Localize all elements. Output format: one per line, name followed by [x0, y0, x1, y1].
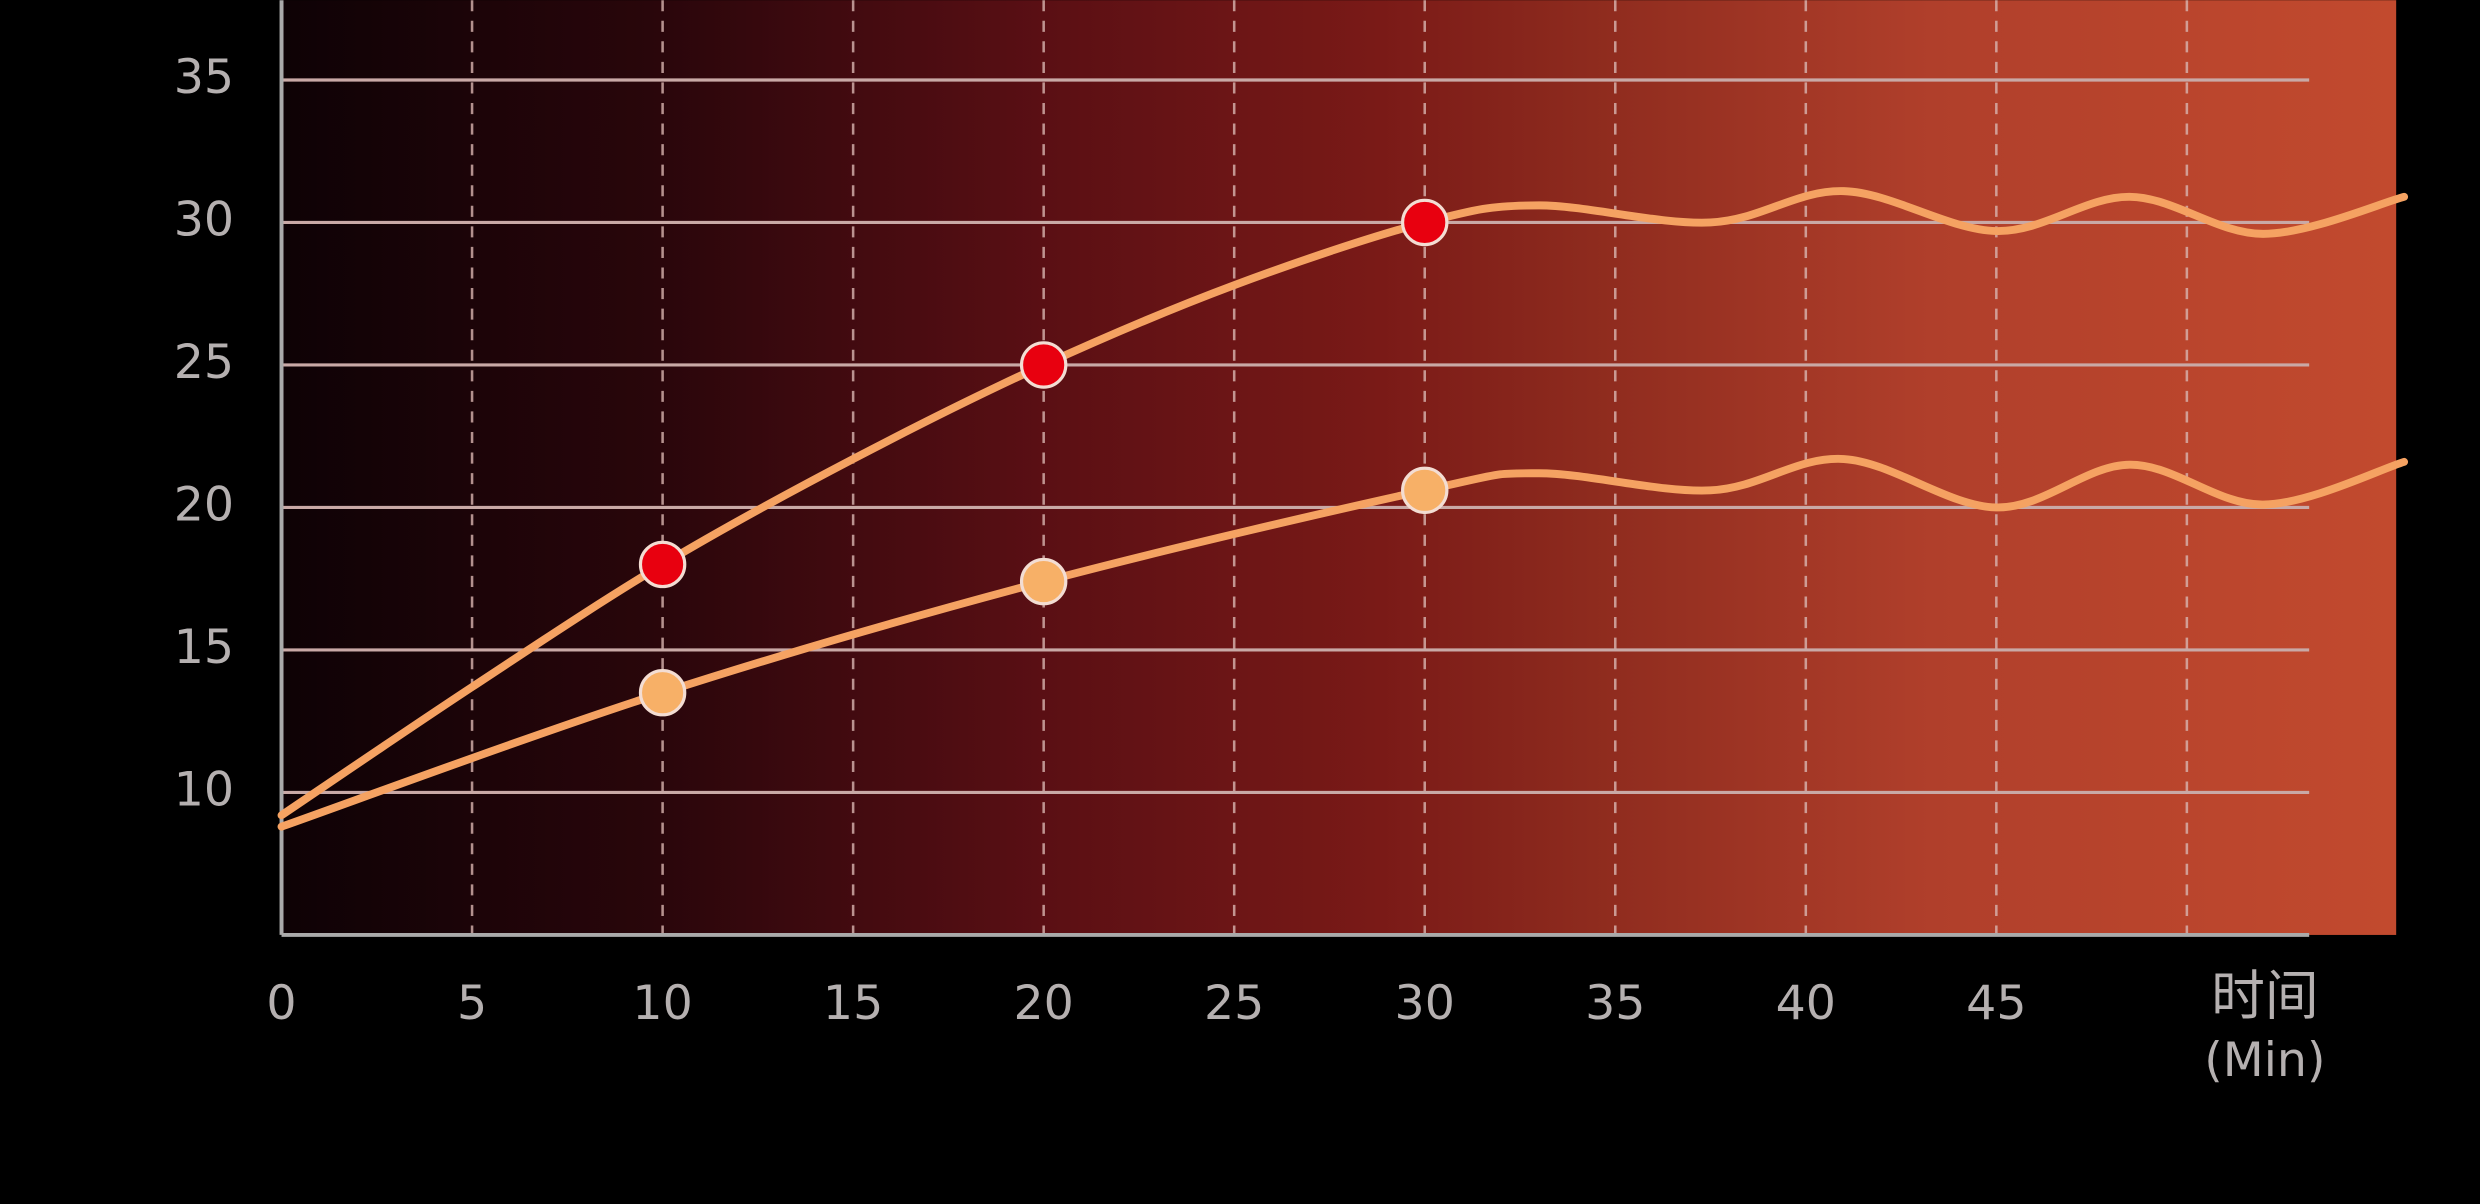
x-tick-label: 45 [1966, 976, 2026, 1031]
x-axis-unit: (Min) [2204, 1033, 2325, 1088]
y-tick-label: 35 [174, 50, 234, 105]
x-tick-label: 35 [1585, 976, 1645, 1031]
x-tick-label: 30 [1395, 976, 1455, 1031]
point-marker [638, 540, 687, 589]
x-tick-label: 15 [823, 976, 883, 1031]
line [277, 454, 2409, 831]
x-tick-label: 40 [1776, 976, 1836, 1031]
y-tick-label: 10 [174, 762, 234, 817]
y-tick-label: 25 [174, 335, 234, 390]
x-tick-label: 0 [266, 976, 296, 1031]
x-tick-label: 25 [1204, 976, 1264, 1031]
y-tick-label: 15 [174, 620, 234, 675]
y-tick-label: 30 [174, 192, 234, 247]
plot-background [281, 0, 2397, 935]
x-axis-title: 时间 [2211, 964, 2319, 1027]
x-tick-label: 20 [1013, 976, 1073, 1031]
x-tick-label: 5 [457, 976, 487, 1031]
x-tick-label: 10 [632, 976, 692, 1031]
point-marker [638, 668, 687, 717]
point-marker [1019, 341, 1068, 389]
point-marker [1401, 198, 1449, 247]
point-marker [1401, 466, 1449, 515]
y-tick-label: 20 [174, 477, 234, 532]
point-marker [1019, 557, 1068, 606]
